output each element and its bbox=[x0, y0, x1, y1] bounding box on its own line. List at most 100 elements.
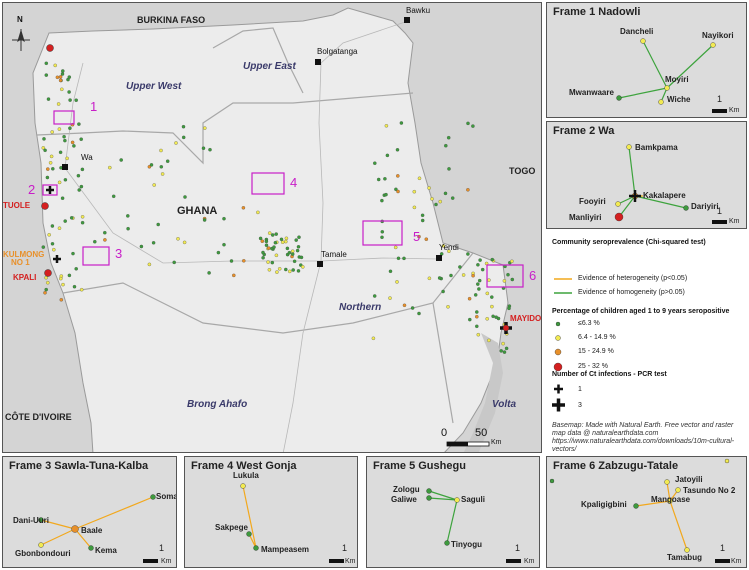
village-label: Kema bbox=[95, 546, 117, 555]
community-point bbox=[494, 315, 498, 319]
legend-test-title: Community seroprevalence (Chi-squared te… bbox=[552, 239, 706, 246]
community-point bbox=[80, 215, 85, 219]
community-point bbox=[47, 233, 51, 237]
legend-pcr-3: 3 bbox=[578, 402, 582, 409]
frame-number-3: 3 bbox=[115, 246, 123, 261]
community-point bbox=[202, 218, 207, 222]
region-northern: Northern bbox=[339, 302, 382, 313]
community-point bbox=[399, 121, 404, 125]
community-point bbox=[373, 161, 377, 165]
village-label: Tinyogu bbox=[451, 540, 482, 549]
community-point bbox=[388, 296, 392, 300]
community-point bbox=[260, 239, 265, 243]
town-wa bbox=[62, 164, 68, 170]
frame-2-title: Frame 2 Wa bbox=[553, 125, 615, 137]
label-mayido: MAYIDO bbox=[510, 314, 542, 323]
scale-number: 1 bbox=[717, 94, 723, 104]
community-point bbox=[46, 280, 50, 285]
community-point bbox=[55, 75, 60, 80]
village-label: Fooyiri bbox=[579, 197, 606, 206]
community-point bbox=[504, 346, 509, 351]
community-point bbox=[485, 317, 489, 321]
community-point bbox=[380, 230, 385, 234]
community-point bbox=[79, 287, 84, 292]
community-point bbox=[159, 165, 164, 169]
community-point bbox=[80, 167, 85, 172]
community-point bbox=[491, 314, 495, 319]
community-point bbox=[417, 234, 421, 239]
community-point bbox=[48, 161, 53, 165]
community-point bbox=[490, 295, 494, 299]
scale-unit: Km bbox=[491, 439, 502, 446]
community-point bbox=[450, 196, 455, 200]
community-point bbox=[501, 341, 505, 346]
community-point bbox=[60, 196, 65, 200]
community-point bbox=[222, 216, 226, 221]
community-point bbox=[58, 78, 63, 83]
community-point bbox=[285, 246, 290, 251]
community-point bbox=[159, 148, 163, 153]
community-point bbox=[181, 124, 186, 129]
community-point bbox=[384, 192, 388, 197]
community-point bbox=[50, 130, 54, 134]
main-map-svg bbox=[12, 7, 524, 452]
community-point bbox=[149, 163, 154, 167]
community-point bbox=[394, 187, 398, 192]
frame-3-svg bbox=[38, 494, 158, 563]
community-point bbox=[103, 238, 107, 242]
community-point bbox=[507, 306, 511, 311]
legend-heterogeneity: Evidence of heterogeneity (p<0.05) bbox=[578, 275, 688, 282]
community-point bbox=[264, 243, 269, 247]
village-label: Moyiri bbox=[665, 75, 689, 84]
community-point bbox=[256, 210, 260, 215]
community-point bbox=[241, 206, 246, 210]
community-point bbox=[476, 263, 480, 267]
community-point bbox=[480, 267, 485, 272]
country-cote: CÔTE D'IVOIRE bbox=[5, 412, 72, 422]
north-arrow-icon bbox=[12, 29, 30, 51]
community-point bbox=[266, 260, 270, 264]
frame-box-3 bbox=[82, 246, 110, 266]
community-point bbox=[280, 240, 285, 244]
town-bolgatanga-label: Bolgatanga bbox=[317, 47, 358, 56]
frame-number-5: 5 bbox=[413, 229, 421, 244]
community-point bbox=[299, 255, 304, 260]
community-point bbox=[62, 134, 66, 139]
community-point bbox=[44, 287, 48, 292]
community-point bbox=[292, 259, 297, 264]
community-point bbox=[43, 148, 47, 153]
community-point bbox=[60, 72, 65, 76]
community-point bbox=[261, 256, 265, 260]
community-point bbox=[427, 276, 432, 281]
community-point bbox=[291, 268, 295, 272]
community-point bbox=[466, 188, 470, 192]
community-point bbox=[466, 252, 470, 256]
frame-5-panel: Frame 5 Gushegu Zologu Galiwe Saguli Tin… bbox=[366, 456, 540, 568]
community-point bbox=[77, 122, 81, 126]
community-point bbox=[222, 242, 226, 247]
frame-1-panel: Frame 1 Nadowli Dancheli Nayikori Moyiri… bbox=[546, 2, 747, 118]
community-point bbox=[402, 303, 407, 308]
community-point bbox=[396, 256, 401, 261]
village-label: Gbonbondouri bbox=[15, 549, 71, 558]
town-tamale-label: Tamale bbox=[321, 250, 347, 259]
community-point bbox=[176, 237, 180, 241]
community-point bbox=[60, 87, 64, 92]
community-point bbox=[49, 154, 54, 159]
community-point bbox=[264, 239, 269, 244]
community-point bbox=[181, 135, 186, 140]
community-point bbox=[274, 253, 279, 258]
region-boundary bbox=[432, 302, 454, 424]
community-point bbox=[77, 188, 81, 192]
community-point bbox=[266, 246, 271, 250]
lake-volta bbox=[463, 333, 503, 452]
community-point bbox=[68, 98, 72, 102]
community-point bbox=[502, 350, 507, 354]
frame-3-panel: Frame 3 Sawla-Tuna-Kalba Soma Dani-Uuri … bbox=[2, 456, 177, 568]
community-point bbox=[72, 144, 76, 148]
community-point bbox=[477, 287, 481, 291]
community-point bbox=[61, 282, 65, 287]
community-point bbox=[79, 184, 84, 189]
community-point bbox=[294, 238, 298, 242]
community-point bbox=[284, 239, 288, 244]
